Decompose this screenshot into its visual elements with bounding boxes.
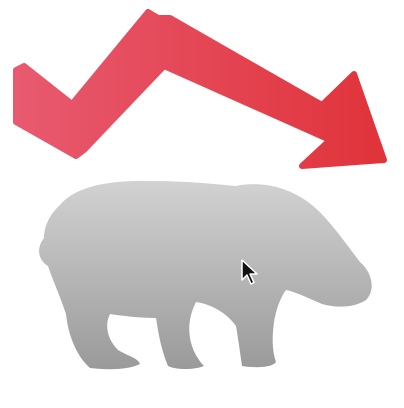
mouse-pointer-icon [241,259,258,285]
downtrend-arrow-icon [13,9,387,169]
bear-icon [39,180,372,370]
